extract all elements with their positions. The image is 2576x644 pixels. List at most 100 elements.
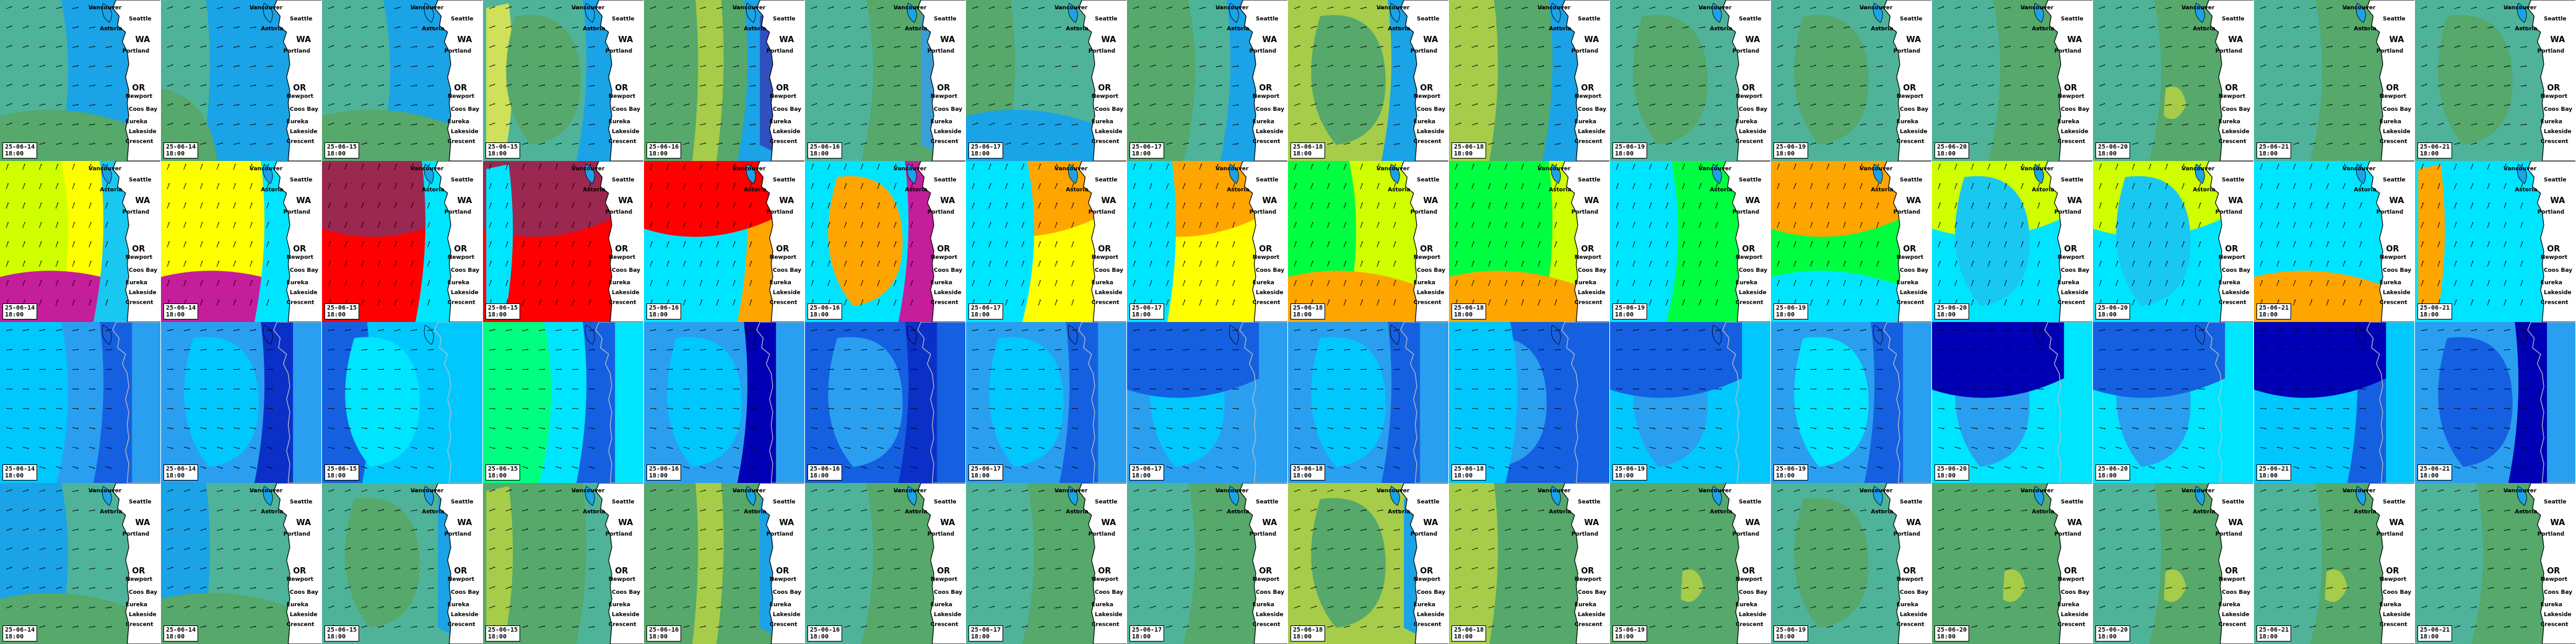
vector-arrow-head — [845, 241, 847, 243]
vector-arrow — [1022, 84, 1028, 87]
vector-arrow-head — [1989, 202, 1991, 204]
vector-arrow-head — [218, 241, 220, 243]
vector-arrow-head — [510, 25, 512, 27]
vector-arrow-head — [1556, 299, 1557, 301]
vector-arrow — [877, 407, 883, 409]
forecast-timestamp: 25-06-21 18:00 — [2256, 142, 2292, 159]
vector-arrow — [89, 349, 95, 350]
vector-arrow — [1216, 242, 1219, 248]
forecast-timestamp: 25-06-17 18:00 — [1129, 303, 1165, 320]
vector-arrow-head — [1006, 163, 1008, 165]
vector-arrow — [361, 142, 367, 145]
vector-arrow — [1343, 300, 1346, 306]
vector-arrow-head — [1312, 280, 1313, 282]
vector-arrow-head — [668, 222, 669, 224]
vector-arrow-head — [2278, 202, 2279, 204]
vector-arrow — [1183, 123, 1189, 126]
vector-arrow — [55, 242, 58, 248]
vector-arrow — [183, 45, 189, 48]
vector-arrow — [2504, 261, 2507, 267]
vector-arrow — [2149, 65, 2155, 67]
vector-arrow — [1666, 103, 1672, 107]
vector-arrow-head — [1667, 183, 1669, 185]
field-region — [2254, 0, 2323, 161]
vector-arrow-head — [1939, 261, 1941, 263]
vector-arrow — [572, 407, 578, 409]
vector-arrow — [2470, 261, 2473, 267]
vector-arrow — [55, 300, 58, 306]
vector-arrow-head — [1234, 280, 1235, 282]
vector-arrow — [988, 45, 994, 48]
vector-arrow-head — [544, 388, 546, 390]
vector-arrow-head — [1828, 261, 1830, 263]
vector-arrow-head — [544, 6, 545, 8]
vector-arrow — [844, 222, 847, 228]
vector-arrow-head — [1993, 84, 1994, 86]
vector-arrow-head — [1378, 163, 1380, 165]
vector-arrow-head — [557, 183, 558, 185]
land-mass — [1239, 0, 1287, 161]
timestamp-date: 25-06-21 — [2420, 144, 2450, 150]
vector-arrow-head — [1671, 123, 1672, 124]
vector-arrow-head — [1510, 84, 1511, 86]
vector-arrow — [233, 300, 236, 306]
vector-arrow-head — [721, 123, 723, 125]
vector-arrow-head — [915, 27, 917, 28]
vector-arrow-head — [44, 25, 45, 27]
vector-arrow — [1538, 123, 1544, 126]
vector-arrow — [811, 222, 814, 228]
vector-arrow — [844, 446, 850, 449]
vector-arrow-head — [60, 468, 62, 469]
coast-label: Astoria — [261, 25, 284, 32]
timestamp-date: 25-06-18 — [1454, 305, 1484, 311]
vector-arrow-head — [754, 448, 756, 449]
vector-arrow — [411, 466, 417, 469]
vector-arrow-head — [1993, 45, 1994, 47]
coast-label: Eureka — [769, 280, 791, 287]
vector-arrow — [1471, 242, 1474, 248]
vector-arrow — [1133, 281, 1136, 287]
vector-arrow — [572, 446, 578, 449]
vector-arrow — [378, 26, 384, 28]
vector-arrow-head — [107, 183, 108, 185]
vector-arrow-head — [738, 104, 739, 106]
vector-arrow — [1843, 65, 1849, 67]
vector-arrow — [1071, 183, 1074, 189]
vector-arrow-head — [1523, 202, 1524, 204]
vector-arrow-head — [1023, 163, 1025, 165]
vector-arrow-head — [1510, 26, 1511, 27]
land-mass — [1722, 0, 1770, 161]
vector-arrow-head — [1815, 103, 1816, 105]
vector-arrow-head — [2137, 123, 2138, 124]
vector-arrow — [200, 300, 203, 306]
vector-arrow-head — [185, 261, 186, 263]
map-field — [1932, 0, 2092, 161]
vector-arrow — [1793, 183, 1796, 189]
vector-arrow — [1344, 7, 1350, 9]
vector-arrow — [572, 222, 575, 228]
vector-arrow-head — [2455, 241, 2457, 243]
vector-arrow — [183, 222, 186, 228]
vector-arrow-head — [2187, 65, 2188, 67]
vector-arrow-head — [1684, 222, 1685, 224]
coast-label: Eureka — [125, 280, 147, 287]
forecast-timestamp: 25-06-20 18:00 — [2095, 142, 2131, 159]
vector-arrow-head — [416, 104, 417, 106]
vector-arrow — [2004, 222, 2007, 228]
land-mass — [1883, 161, 1931, 322]
vector-arrow — [2148, 222, 2151, 228]
vector-arrow-head — [44, 408, 46, 410]
vector-arrow-head — [2183, 163, 2185, 165]
vector-arrow — [2504, 46, 2510, 48]
vector-arrow-head — [1943, 25, 1944, 27]
vector-arrow-head — [2361, 261, 2362, 263]
vector-arrow-head — [1489, 299, 1491, 301]
timestamp-date: 25-06-21 — [2259, 144, 2289, 150]
vector-arrow-head — [1043, 7, 1045, 9]
vector-arrow — [588, 281, 591, 287]
vector-arrow-head — [329, 222, 331, 224]
vector-arrow-head — [718, 241, 719, 243]
land-mass — [112, 161, 160, 322]
vector-arrow-head — [832, 349, 834, 350]
vector-arrow — [2520, 242, 2523, 248]
